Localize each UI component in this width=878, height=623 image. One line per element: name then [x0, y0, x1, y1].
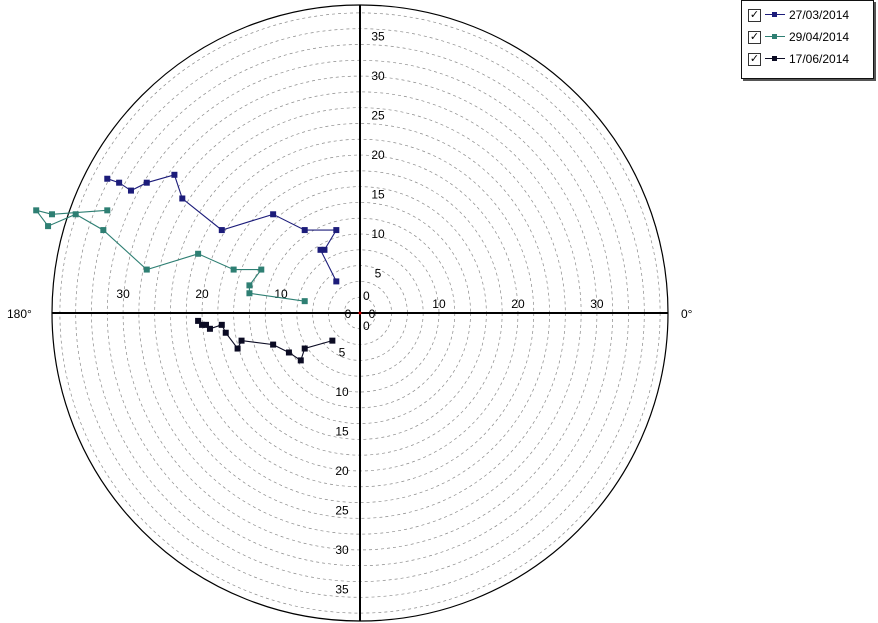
data-point — [222, 329, 229, 336]
legend-label: 27/03/2014 — [789, 8, 850, 22]
series-2 — [33, 207, 308, 305]
data-point — [258, 266, 265, 273]
data-point — [127, 187, 134, 194]
data-point — [301, 345, 308, 352]
radial-tick-label-lower: 20 — [335, 464, 349, 478]
series-line — [34, 209, 305, 302]
data-point — [100, 227, 107, 234]
radial-tick-label-upper: 30 — [371, 69, 385, 83]
data-point — [329, 337, 336, 344]
horizontal-tick-label-left: 30 — [116, 287, 130, 301]
series-1 — [104, 171, 340, 285]
radial-tick-label-lower: 5 — [339, 345, 346, 359]
checkbox-checked-icon[interactable]: ✓ — [748, 30, 761, 44]
data-point — [246, 290, 253, 297]
radial-tick-label-lower: 25 — [335, 503, 349, 517]
radial-tick-label-upper: 15 — [371, 188, 385, 202]
center-tick-label: 0 — [363, 319, 370, 333]
radial-tick-label-lower: 35 — [335, 582, 349, 596]
checkbox-checked-icon[interactable]: ✓ — [748, 52, 761, 66]
series-line-marker-icon — [765, 9, 785, 21]
data-point — [333, 278, 340, 285]
radial-tick-label-lower: 30 — [335, 543, 349, 557]
data-point — [230, 266, 237, 273]
data-point — [246, 282, 253, 289]
data-point — [195, 250, 202, 257]
radial-tick-label-upper: 25 — [371, 109, 385, 123]
horizontal-tick-label-right: 20 — [511, 297, 525, 311]
data-point — [285, 349, 292, 356]
data-point — [238, 337, 245, 344]
data-point — [143, 266, 150, 273]
legend-label: 29/04/2014 — [789, 30, 850, 44]
center-tick-label: 0 — [345, 307, 352, 321]
series-line-marker-icon — [765, 31, 785, 43]
data-point — [199, 321, 206, 328]
data-point — [49, 211, 55, 218]
data-point — [218, 227, 225, 234]
data-point — [195, 317, 202, 324]
data-point — [270, 211, 277, 218]
horizontal-tick-label-left: 20 — [195, 287, 209, 301]
data-point — [218, 321, 225, 328]
checkbox-checked-icon[interactable]: ✓ — [748, 8, 761, 22]
series-3 — [195, 317, 336, 364]
data-point — [33, 207, 40, 214]
center-tick-label: 0 — [369, 307, 376, 321]
data-point — [206, 325, 213, 332]
outer-ring — [51, 4, 669, 622]
data-point — [301, 227, 308, 234]
radial-tick-label-lower: 15 — [335, 424, 349, 438]
data-point — [171, 171, 178, 178]
data-point — [45, 223, 52, 230]
data-point — [104, 175, 111, 182]
series-line-marker-icon — [765, 53, 785, 65]
radial-tick-label-upper: 10 — [371, 227, 385, 241]
horizontal-tick-label-right: 30 — [590, 297, 604, 311]
radial-tick-label-upper: 20 — [371, 148, 385, 162]
data-point — [301, 298, 308, 305]
center-tick-label: 0 — [363, 289, 370, 303]
legend-item-2[interactable]: ✓ 29/04/2014 — [748, 26, 873, 48]
data-point — [270, 341, 277, 348]
data-point — [317, 246, 324, 253]
data-point — [297, 357, 304, 364]
data-point — [143, 179, 150, 186]
radial-tick-label-lower: 10 — [335, 385, 349, 399]
angle-label-right: 0° — [681, 307, 693, 321]
legend: ✓ 27/03/2014 ✓ 29/04/2014 ✓ 17/06/2014 — [741, 0, 874, 79]
data-point — [116, 179, 123, 186]
data-point — [72, 211, 79, 218]
data-point — [104, 207, 111, 214]
data-point — [333, 227, 340, 234]
data-point — [179, 195, 186, 202]
origin-marker — [358, 311, 362, 315]
legend-item-3[interactable]: ✓ 17/06/2014 — [748, 48, 873, 70]
radial-tick-label-upper: 5 — [375, 267, 382, 281]
radial-tick-label-upper: 35 — [371, 30, 385, 44]
angle-label-left: 180° — [7, 307, 32, 321]
data-point — [234, 345, 241, 352]
horizontal-tick-label-right: 10 — [432, 297, 446, 311]
series — [33, 171, 340, 364]
data-point — [203, 321, 209, 328]
legend-label: 17/06/2014 — [789, 52, 850, 66]
data-point — [321, 246, 328, 253]
legend-item-1[interactable]: ✓ 27/03/2014 — [748, 4, 873, 26]
